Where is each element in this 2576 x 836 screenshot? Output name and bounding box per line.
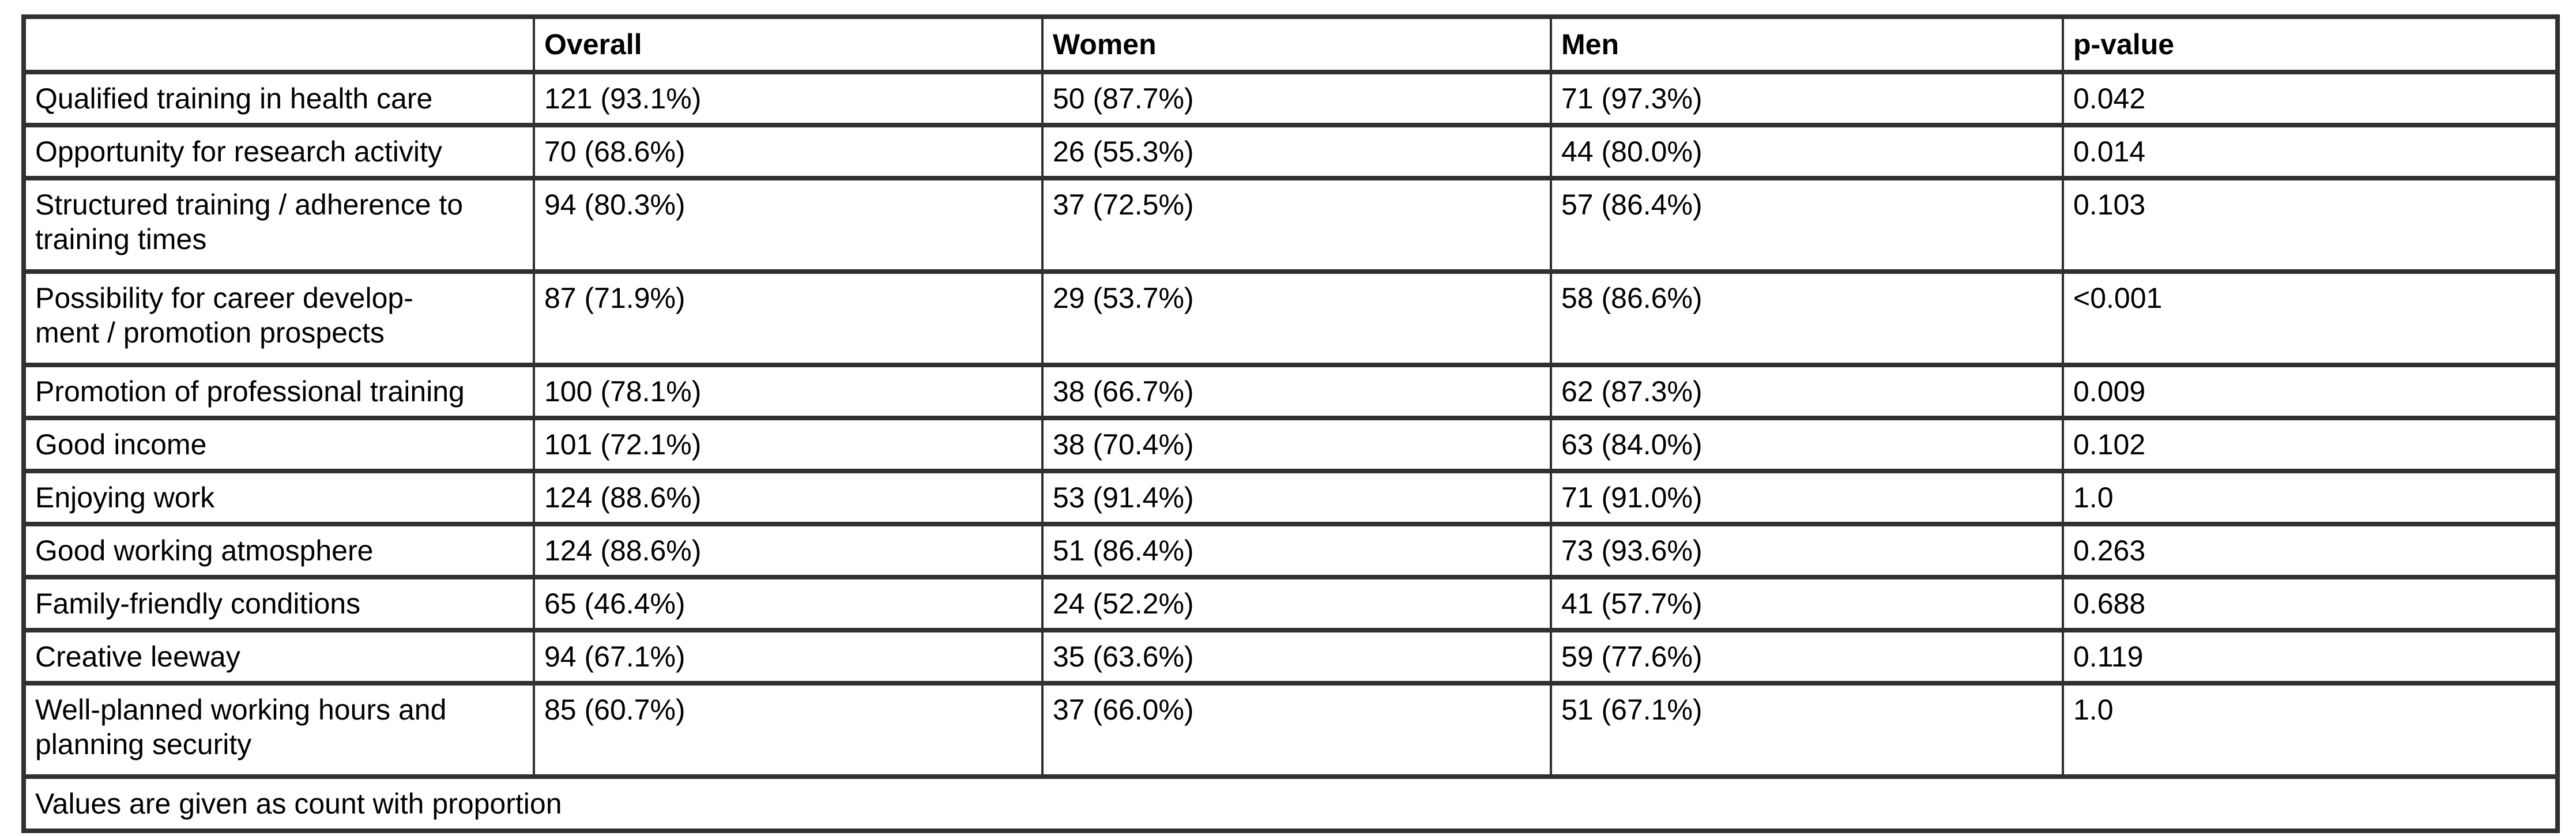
row-label: Good income xyxy=(22,416,535,473)
table-row: Qualified training in health care 121 (9… xyxy=(22,70,2559,127)
cell-overall: 121 (93.1%) xyxy=(533,70,1044,127)
cell-men: 57 (86.4%) xyxy=(1550,176,2064,274)
header-row: Overall Women Men p-value xyxy=(22,14,2559,74)
cell-pvalue: 0.042 xyxy=(2062,70,2559,127)
cell-women: 24 (52.2%) xyxy=(1041,575,1552,632)
cell-men: 58 (86.6%) xyxy=(1550,269,2064,367)
cell-overall: 87 (71.9%) xyxy=(533,269,1044,367)
table-row: Good income 101 (72.1%) 38 (70.4%) 63 (8… xyxy=(22,416,2559,473)
cell-men: 41 (57.7%) xyxy=(1550,575,2064,632)
cell-women: 50 (87.7%) xyxy=(1041,70,1552,127)
table-footnote: Values are given as count with proportio… xyxy=(22,774,2559,833)
cell-women: 38 (70.4%) xyxy=(1041,416,1552,473)
table-row: Possibility for career develop- ment / p… xyxy=(22,269,2559,367)
cell-overall: 124 (88.6%) xyxy=(533,469,1044,526)
cell-men: 73 (93.6%) xyxy=(1550,522,2064,579)
cell-pvalue: 1.0 xyxy=(2062,469,2559,526)
table-row: Family-friendly conditions 65 (46.4%) 24… xyxy=(22,575,2559,632)
row-label: Promotion of professional training xyxy=(22,363,535,420)
cell-women: 37 (72.5%) xyxy=(1041,176,1552,274)
cell-men: 51 (67.1%) xyxy=(1550,681,2064,779)
cell-men: 63 (84.0%) xyxy=(1550,416,2064,473)
cell-men: 62 (87.3%) xyxy=(1550,363,2064,420)
cell-overall: 65 (46.4%) xyxy=(533,575,1044,632)
cell-women: 38 (66.7%) xyxy=(1041,363,1552,420)
cell-overall: 101 (72.1%) xyxy=(533,416,1044,473)
cell-pvalue: 0.688 xyxy=(2062,575,2559,632)
column-header-men: Men xyxy=(1550,14,2064,74)
cell-pvalue: 0.102 xyxy=(2062,416,2559,473)
row-label: Creative leeway xyxy=(22,628,535,686)
cell-men: 71 (97.3%) xyxy=(1550,70,2064,127)
column-header-overall: Overall xyxy=(533,14,1044,74)
cell-men: 59 (77.6%) xyxy=(1550,628,2064,686)
cell-women: 53 (91.4%) xyxy=(1041,469,1552,526)
cell-overall: 124 (88.6%) xyxy=(533,522,1044,579)
table-row: Structured training / adherence to train… xyxy=(22,176,2559,274)
cell-overall: 85 (60.7%) xyxy=(533,681,1044,779)
cell-pvalue: <0.001 xyxy=(2062,269,2559,367)
footer-row: Values are given as count with proportio… xyxy=(22,774,2559,833)
cell-women: 26 (55.3%) xyxy=(1041,123,1552,180)
row-label: Family-friendly conditions xyxy=(22,575,535,632)
table-row: Well-planned working hours and planning … xyxy=(22,681,2559,779)
column-header-women: Women xyxy=(1041,14,1552,74)
cell-pvalue: 0.103 xyxy=(2062,176,2559,274)
cell-pvalue: 1.0 xyxy=(2062,681,2559,779)
results-table-container: Overall Women Men p-value Qualified trai… xyxy=(21,14,2560,833)
row-label: Good working atmosphere xyxy=(22,522,535,579)
row-label: Qualified training in health care xyxy=(22,70,535,127)
cell-men: 44 (80.0%) xyxy=(1550,123,2064,180)
cell-overall: 70 (68.6%) xyxy=(533,123,1044,180)
row-label: Well-planned working hours and planning … xyxy=(22,681,535,779)
table-row: Opportunity for research activity 70 (68… xyxy=(22,123,2559,180)
cell-women: 51 (86.4%) xyxy=(1041,522,1552,579)
row-label: Enjoying work xyxy=(22,469,535,526)
cell-pvalue: 0.263 xyxy=(2062,522,2559,579)
results-table: Overall Women Men p-value Qualified trai… xyxy=(21,14,2560,833)
column-header-pvalue: p-value xyxy=(2062,14,2559,74)
table-row: Good working atmosphere 124 (88.6%) 51 (… xyxy=(22,522,2559,579)
cell-pvalue: 0.009 xyxy=(2062,363,2559,420)
cell-overall: 100 (78.1%) xyxy=(533,363,1044,420)
cell-women: 29 (53.7%) xyxy=(1041,269,1552,367)
row-label: Opportunity for research activity xyxy=(22,123,535,180)
row-label: Possibility for career develop- ment / p… xyxy=(22,269,535,367)
table-row: Creative leeway 94 (67.1%) 35 (63.6%) 59… xyxy=(22,628,2559,686)
column-header-empty xyxy=(22,14,535,74)
cell-overall: 94 (67.1%) xyxy=(533,628,1044,686)
cell-women: 37 (66.0%) xyxy=(1041,681,1552,779)
row-label: Structured training / adherence to train… xyxy=(22,176,535,274)
cell-pvalue: 0.119 xyxy=(2062,628,2559,686)
cell-overall: 94 (80.3%) xyxy=(533,176,1044,274)
table-row: Promotion of professional training 100 (… xyxy=(22,363,2559,420)
cell-pvalue: 0.014 xyxy=(2062,123,2559,180)
table-row: Enjoying work 124 (88.6%) 53 (91.4%) 71 … xyxy=(22,469,2559,526)
cell-men: 71 (91.0%) xyxy=(1550,469,2064,526)
cell-women: 35 (63.6%) xyxy=(1041,628,1552,686)
